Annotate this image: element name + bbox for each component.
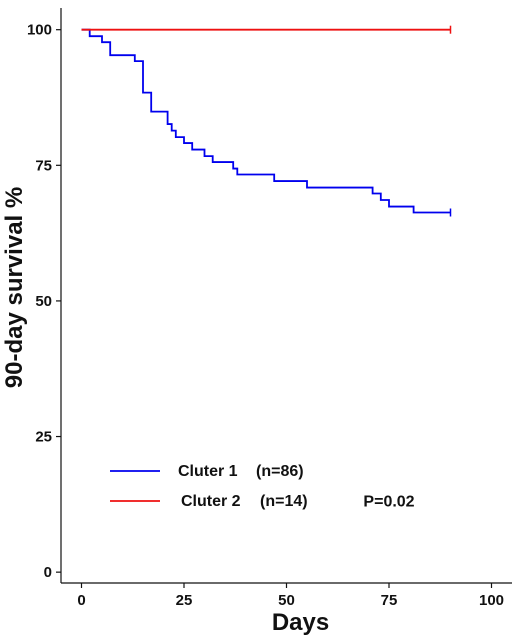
x-tick-label: 25 [176,592,193,609]
annotations: P=0.02 [363,494,414,511]
legend-label-2: Cluter 2 [181,493,241,510]
x-tick-label: 75 [381,592,398,609]
legend-count-1: (n=86) [256,463,304,480]
x-tick-label: 100 [479,592,504,609]
y-axis-title: 90-day survival % [1,187,28,388]
series-lines [81,25,452,217]
legend-label-1: Cluter 1 [178,463,238,480]
y-tick-label: 75 [35,157,52,174]
y-tick-label: 100 [27,22,52,39]
x-axis-title: Days [272,609,329,636]
legend: Cluter 1 (n=86) Cluter 2 (n=14) [110,463,308,510]
legend-count-2: (n=14) [260,493,308,510]
y-tick-label: 0 [44,564,52,581]
y-tick-label: 50 [35,293,52,310]
x-tick-label: 0 [77,592,85,609]
y-tick-label: 25 [35,429,52,446]
x-ticks: 0 25 50 75 100 [77,583,504,609]
y-ticks: 0 25 50 75 100 [27,22,61,581]
series-line-1 [81,28,451,214]
x-tick-label: 50 [278,592,295,609]
p-value-annotation: P=0.02 [363,494,414,511]
